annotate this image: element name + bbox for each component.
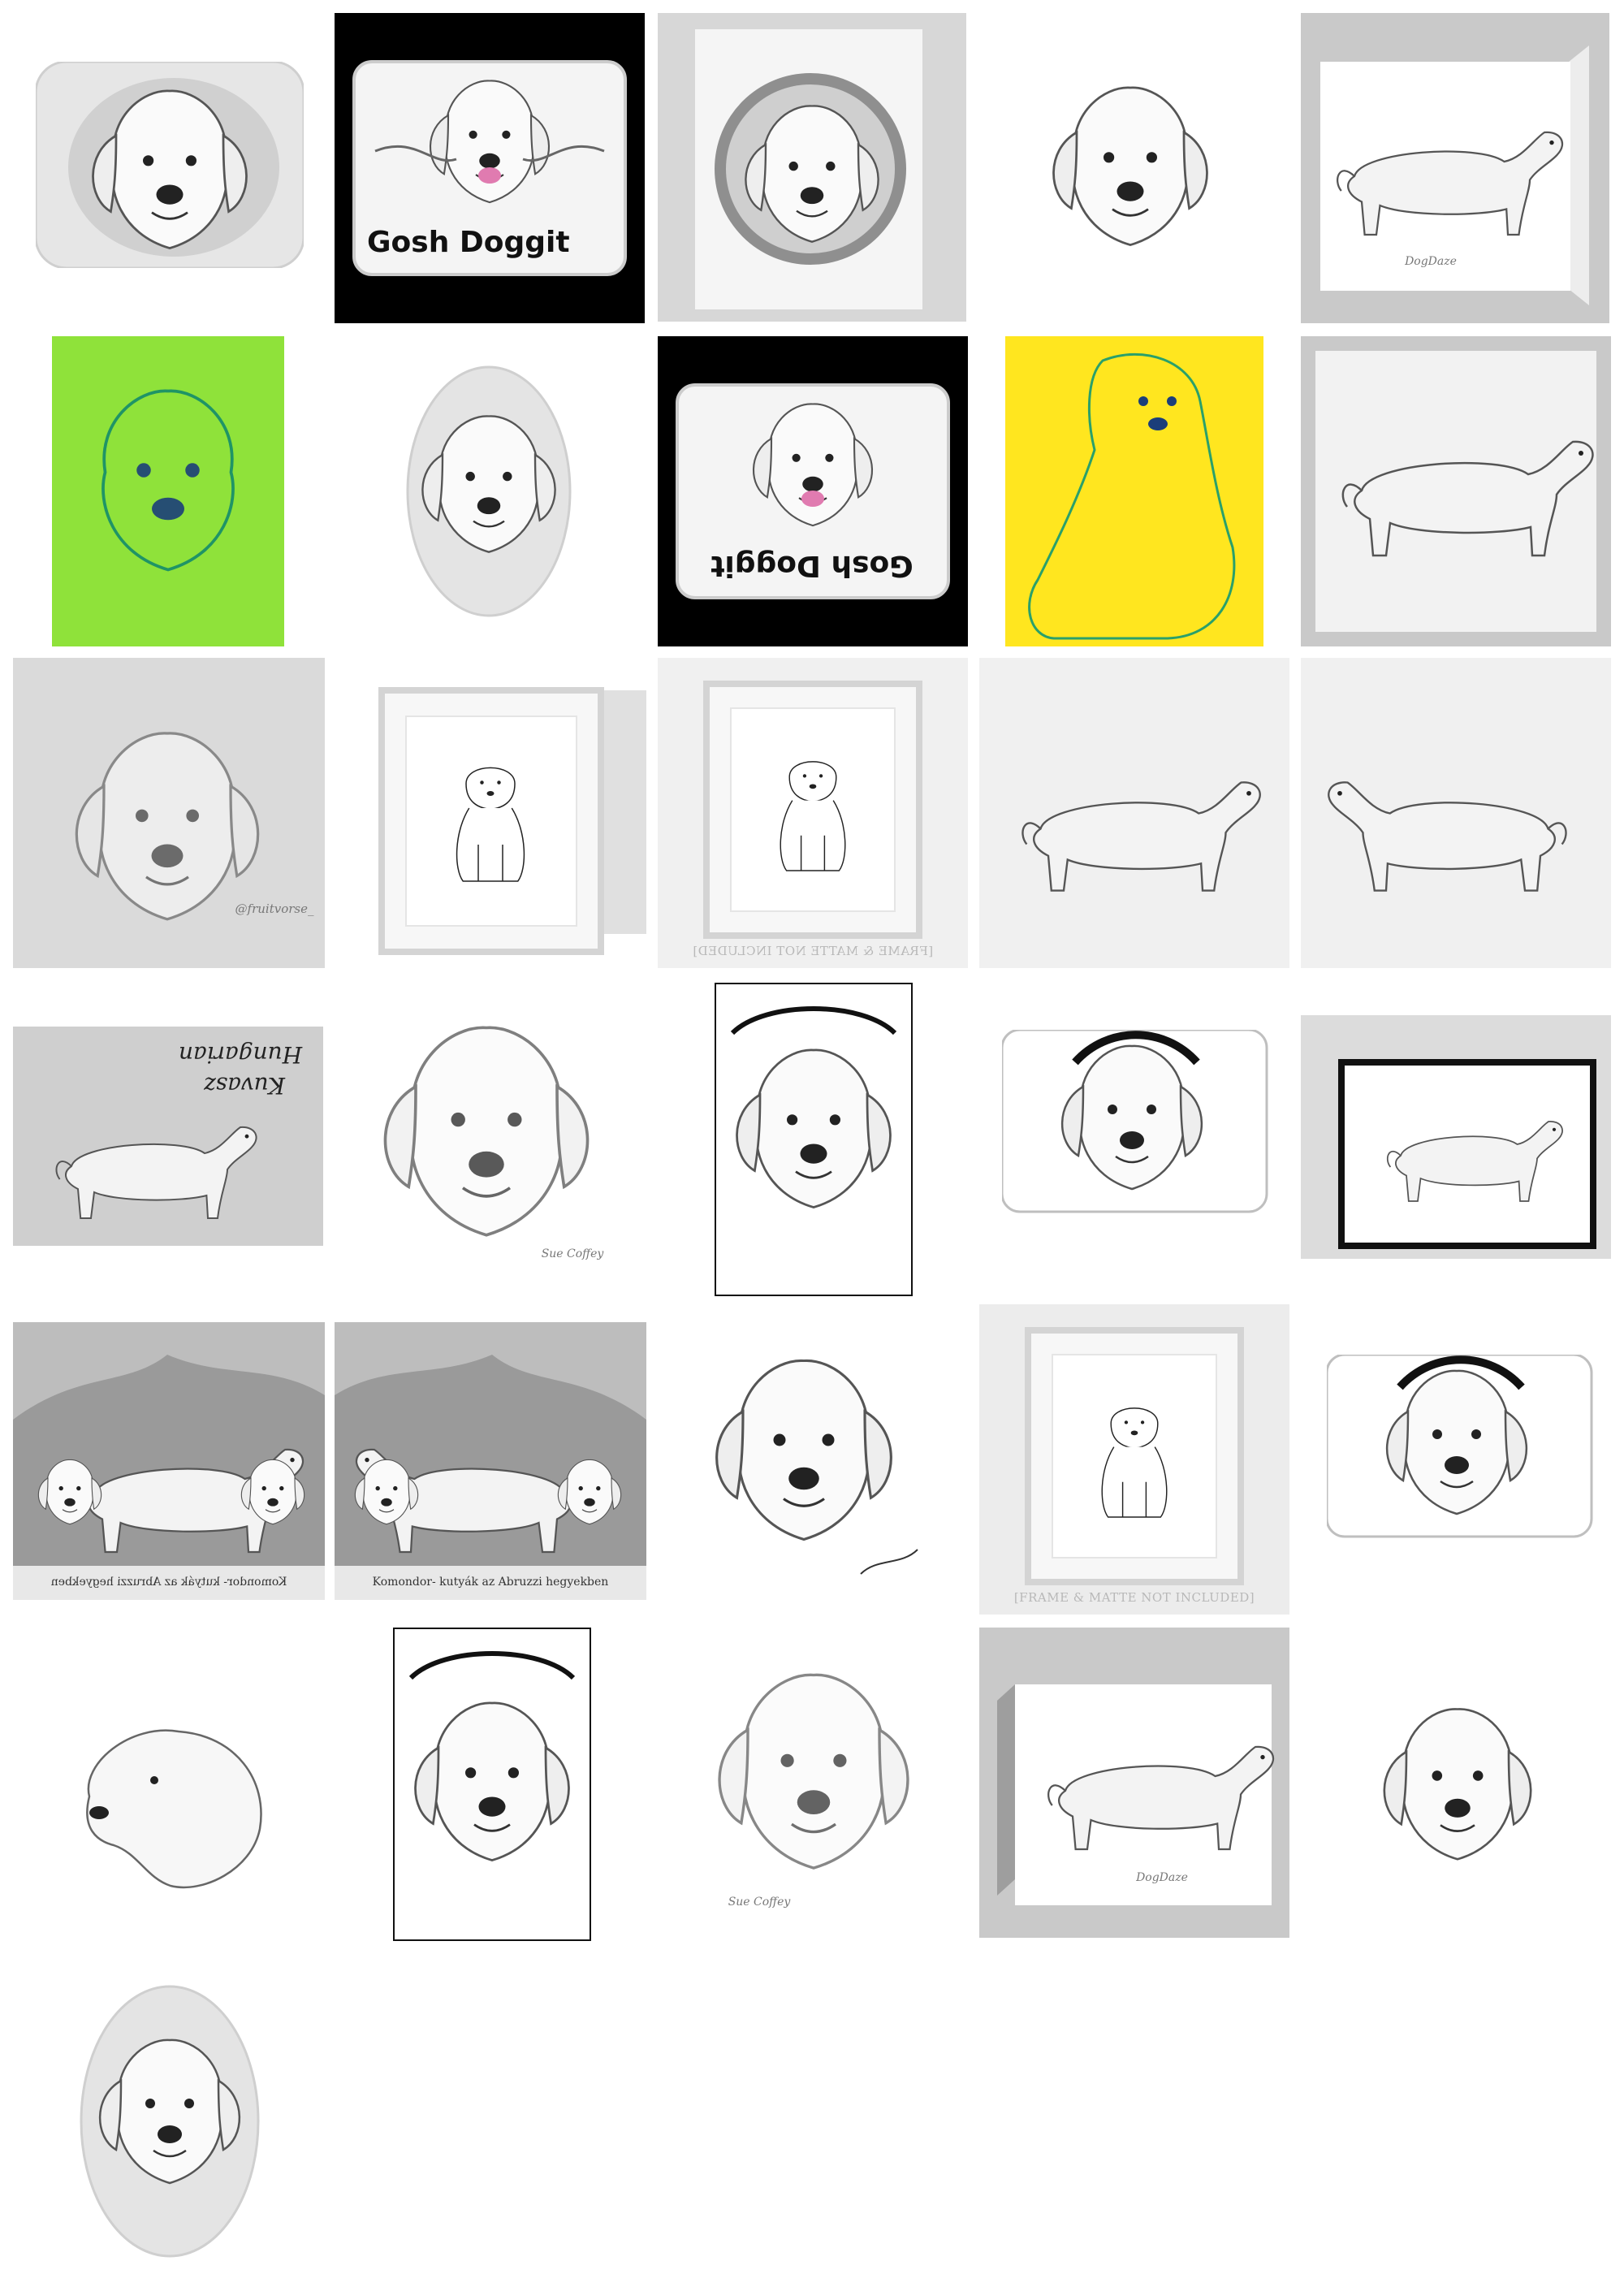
signature-dogdaze: DogDaze [1405, 255, 1457, 268]
tile-3-towel[interactable] [658, 13, 966, 322]
tile-15-art [1328, 781, 1567, 892]
tile-18-ink-portrait[interactable] [715, 983, 913, 1296]
tile-14-collie-sketch[interactable] [979, 658, 1289, 968]
tile-1-art [36, 62, 304, 268]
tile-22-art [335, 1322, 646, 1566]
tile-31-art [80, 1985, 260, 2258]
tile-11-pencil-sketch[interactable]: @fruitvorse_ [13, 658, 325, 968]
tile-5-card[interactable]: DogDaze [1301, 13, 1609, 323]
tile-16-kuvasz-drawing[interactable]: Hungarian Kuvasz [13, 1027, 323, 1246]
tile-2-art [352, 60, 627, 276]
tile-11-art [13, 658, 325, 968]
tile-6-art [52, 336, 284, 646]
signature-dogdaze-2: DogDaze [1136, 1871, 1188, 1884]
tile-28-pencil-portrait[interactable]: Sue Coffey [658, 1628, 968, 1938]
tile-21-art [13, 1322, 325, 1566]
tile-25-art [1327, 1355, 1593, 1538]
tile-13-framed-print-note[interactable]: [FRAME & MATTE NOT INCLUDED] [658, 658, 968, 968]
tile-6-green-art[interactable] [52, 336, 284, 646]
tile-4-art [1052, 86, 1208, 246]
frame-note: [FRAME & MATTE NOT INCLUDED] [1013, 1590, 1255, 1605]
tile-26-profile-drawing[interactable] [57, 1691, 292, 1902]
tile-27-ink-portrait[interactable] [393, 1628, 591, 1941]
tile-19-mousepad-ink[interactable] [1002, 1030, 1268, 1213]
tile-3-art [695, 29, 922, 309]
tile-29-card[interactable]: DogDaze [979, 1628, 1289, 1938]
tile-8-tray-black-mirrored[interactable]: Gosh Doggit [658, 336, 968, 646]
tile-22-engraving-original[interactable]: Komondor- kutyák az Abruzzi hegyekben [335, 1322, 646, 1600]
tile-18-art [730, 1006, 897, 1208]
tile-21-engraving[interactable]: Komondor- kutyák az Abruzzi hegyekben [13, 1322, 325, 1600]
tile-7-art [406, 365, 572, 617]
tile-17-pencil-portrait[interactable]: Sue Coffey [336, 979, 646, 1290]
tile-14-art [1021, 781, 1261, 892]
tile-2-tray-black[interactable]: Gosh Doggit [335, 13, 645, 323]
tile-23-charcoal-portrait[interactable] [698, 1330, 926, 1590]
tile-27-art [408, 1651, 576, 1861]
tile-12-framed-print[interactable] [336, 658, 646, 968]
tile-20-framed-line-art[interactable] [1301, 1015, 1611, 1259]
tile-4-photo-head[interactable] [1025, 67, 1236, 263]
tile-23-art [715, 1359, 918, 1575]
tile-24-art [1025, 1327, 1244, 1585]
tile-25-mousepad-ink[interactable] [1327, 1355, 1593, 1538]
caption-engraving: Komondor- kutyák az Abruzzi hegyekben [372, 1576, 609, 1589]
tile-7-oval-plaque[interactable] [404, 364, 573, 619]
tile-30-photo-head[interactable] [1374, 1676, 1541, 1891]
tile-8-art [676, 383, 950, 599]
frame-note-mirrored: [FRAME & MATTE NOT INCLUDED] [692, 944, 934, 958]
tile-26-art [86, 1729, 262, 1889]
tile-9-art [1028, 352, 1236, 640]
tile-10-ceramic-tile[interactable] [1301, 336, 1611, 646]
handwritten-title-line2: Kuvasz [204, 1072, 285, 1099]
tile-31-oval-plaque[interactable] [78, 1983, 261, 2259]
tile-19-art [1002, 1030, 1268, 1213]
tile-24-framed-print-note[interactable]: [FRAME & MATTE NOT INCLUDED] [979, 1304, 1289, 1615]
tile-13-art [703, 681, 922, 939]
brand-label-mirrored: Gosh Doggit [710, 549, 914, 582]
tile-5-art [1320, 45, 1589, 305]
signature-fruitvore: @fruitvorse_ [235, 901, 314, 916]
tile-17-art [383, 1026, 590, 1237]
tile-30-art [1383, 1708, 1532, 1861]
tile-20-art [1338, 1059, 1596, 1249]
caption-engraving-mirrored: Komondor- kutyák az Abruzzi hegyekben [50, 1576, 287, 1589]
tile-10-art [1315, 351, 1596, 632]
tile-28-art [718, 1673, 909, 1870]
brand-label: Gosh Doggit [367, 226, 570, 259]
signature-sue-2: Sue Coffey [728, 1896, 791, 1909]
tile-9-yellow-art[interactable] [1005, 336, 1263, 646]
signature-sue-1: Sue Coffey [541, 1247, 604, 1260]
tile-1-tray[interactable] [36, 62, 304, 268]
tile-15-collie-sketch-mirrored[interactable] [1301, 658, 1611, 968]
tile-12-art [378, 687, 646, 955]
handwritten-title-line1: Hungarian [178, 1041, 303, 1068]
tile-29-art [997, 1684, 1275, 1905]
